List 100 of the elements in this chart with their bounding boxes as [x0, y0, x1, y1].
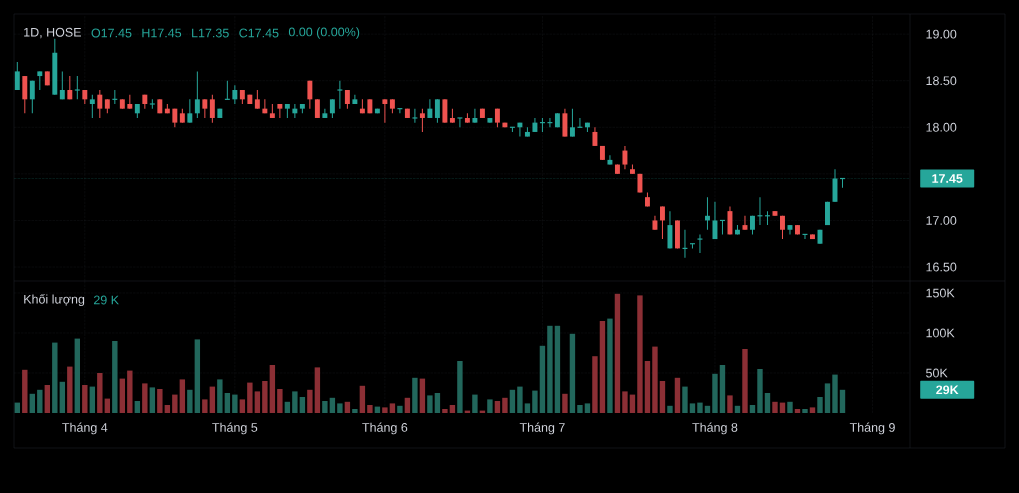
bar — [44, 385, 51, 413]
bar — [667, 405, 673, 413]
bar — [284, 401, 291, 413]
bar — [389, 403, 396, 413]
bar — [172, 394, 178, 413]
bar — [314, 367, 321, 413]
candlestick — [89, 94, 95, 119]
bar — [277, 389, 283, 413]
bar — [569, 333, 576, 413]
bar — [134, 401, 141, 413]
bar — [187, 389, 193, 413]
bar — [457, 361, 463, 413]
bar — [562, 393, 568, 413]
bar — [254, 391, 261, 413]
candlestick — [472, 108, 478, 124]
bar — [659, 381, 666, 413]
bar — [652, 346, 658, 413]
bar — [584, 403, 591, 413]
bar — [359, 385, 366, 413]
bar — [217, 379, 223, 413]
candlestick — [622, 145, 628, 170]
bar — [367, 405, 373, 413]
ref-line-label: 17.45 — [932, 174, 963, 183]
bar — [157, 389, 163, 413]
candlestick — [592, 126, 598, 147]
bar — [787, 401, 793, 413]
bar — [179, 379, 186, 413]
candlestick — [59, 70, 65, 100]
bar — [577, 405, 583, 413]
bar — [127, 370, 133, 413]
bar — [674, 377, 681, 413]
x-tick-label: Tháng 7 — [519, 422, 565, 435]
bar — [239, 399, 246, 413]
candlestick — [194, 70, 200, 119]
bar — [809, 407, 816, 413]
candlestick — [569, 108, 575, 138]
bar — [307, 389, 313, 413]
bar — [614, 293, 621, 413]
annotation: L17.35 — [192, 28, 229, 38]
bar — [832, 374, 838, 413]
bar — [802, 409, 808, 413]
bar — [547, 325, 553, 413]
bar — [644, 361, 651, 413]
annotation: H17.45 — [142, 28, 182, 38]
candlestick — [712, 201, 718, 240]
candlestick — [696, 233, 704, 254]
bar — [322, 401, 328, 413]
candlestick — [667, 210, 673, 249]
bar — [419, 378, 426, 413]
bar — [524, 403, 531, 413]
candlestick — [456, 117, 463, 128]
bar — [682, 386, 688, 413]
bar — [404, 397, 411, 413]
bar — [712, 373, 718, 413]
candlestick — [427, 98, 433, 119]
candlestick — [411, 108, 418, 124]
candlestick — [419, 108, 425, 133]
candlestick — [434, 98, 440, 124]
candlestick — [202, 98, 208, 119]
bar — [509, 389, 516, 413]
bar — [89, 386, 96, 413]
bar — [37, 389, 43, 413]
bar — [817, 397, 823, 413]
bar — [719, 365, 726, 413]
y-tick-label: 50K — [926, 368, 948, 378]
candlestick — [314, 98, 320, 119]
candlestick — [329, 98, 335, 119]
candlestick — [562, 108, 568, 138]
bar — [337, 403, 343, 413]
bar — [67, 366, 73, 413]
bar — [637, 295, 643, 413]
x-tick-label: Tháng 8 — [692, 422, 738, 435]
bar — [749, 405, 756, 413]
bar — [607, 318, 613, 413]
bar — [382, 407, 388, 413]
x-tick-label: Tháng 5 — [212, 422, 258, 435]
bar — [104, 398, 111, 413]
bar — [764, 393, 771, 413]
bar — [689, 403, 696, 413]
bar — [434, 393, 441, 413]
bar — [539, 345, 546, 413]
x-tick-label: Tháng 9 — [849, 422, 895, 435]
bar — [757, 369, 763, 413]
candlestick — [727, 205, 733, 235]
bar — [52, 342, 58, 413]
y-tick-label: 19.00 — [926, 29, 957, 39]
x-tick-label: Tháng 4 — [62, 422, 108, 435]
bar — [412, 377, 418, 413]
bar — [592, 356, 598, 413]
bar — [629, 394, 636, 413]
bar — [794, 409, 801, 413]
bar — [292, 391, 298, 413]
candlestick — [209, 94, 215, 124]
y-tick-label: 18.50 — [926, 76, 957, 86]
bar — [599, 321, 606, 413]
bar — [112, 341, 118, 413]
candlestick — [22, 75, 28, 114]
bar — [502, 397, 508, 413]
candlestick — [336, 80, 343, 110]
bar — [427, 395, 433, 413]
